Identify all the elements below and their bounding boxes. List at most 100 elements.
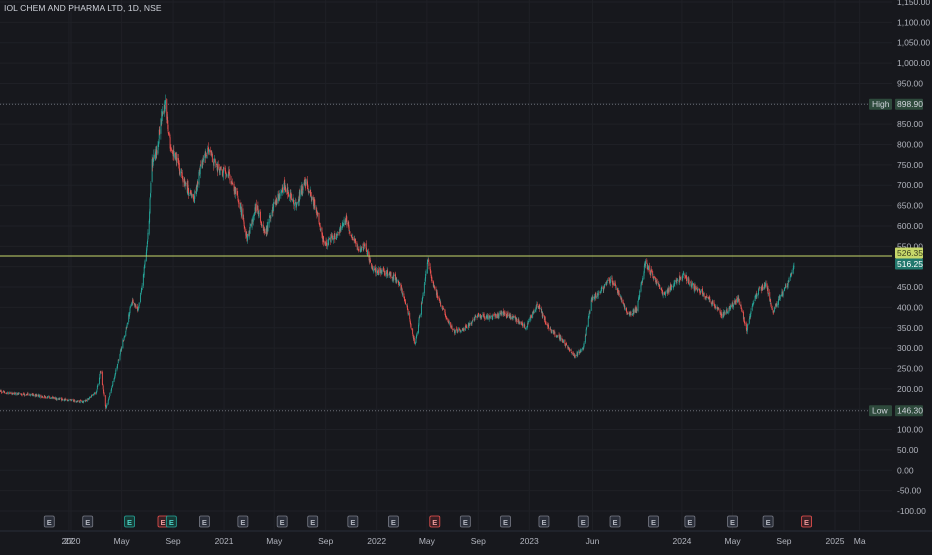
candle-body-205 — [102, 372, 103, 385]
candle-body-210 — [105, 395, 106, 405]
candle-body-809 — [455, 329, 456, 332]
candle-body-304 — [159, 129, 160, 134]
candle-body-264 — [136, 307, 137, 308]
candle-body-1154 — [657, 282, 658, 283]
earnings-marker-label-18: E — [687, 518, 692, 527]
earnings-marker-label-20: E — [766, 518, 771, 527]
candle-body-1159 — [660, 288, 661, 289]
candle-body-1194 — [680, 277, 681, 278]
candle-body-1349 — [771, 307, 772, 308]
price-tick-label-6: 850.00 — [897, 119, 923, 129]
candle-body-906 — [512, 317, 513, 319]
candle-body-1350 — [772, 308, 773, 309]
candle-body-619 — [344, 219, 345, 224]
candle-body-806 — [454, 328, 455, 329]
candle-body-404 — [218, 164, 219, 169]
candle-body-359 — [191, 194, 192, 197]
candle-body-479 — [262, 225, 263, 226]
candle-body-754 — [423, 293, 424, 296]
candle-body-1387 — [794, 266, 795, 267]
candle-body-1059 — [601, 287, 602, 289]
candle-body-509 — [279, 195, 280, 199]
candle-body-1374 — [786, 286, 787, 287]
earnings-marker-label-6: E — [240, 518, 245, 527]
candle-body-1379 — [789, 278, 790, 282]
candle-body-269 — [139, 303, 140, 306]
candle-body-1187 — [676, 280, 677, 283]
candle-body-1037 — [589, 313, 590, 317]
candle-body-1145 — [652, 271, 653, 275]
candle-body-628 — [349, 230, 350, 231]
candle-body-1099 — [625, 308, 626, 310]
grid — [0, 0, 892, 530]
candle-body-164 — [77, 401, 78, 402]
candle-body-829 — [467, 328, 468, 329]
candle-body-544 — [300, 190, 301, 196]
earnings-marker-label-16: E — [613, 518, 618, 527]
candle-body-1134 — [645, 261, 646, 266]
candle-body-778 — [437, 293, 438, 296]
symbol-title: IOL CHEM AND PHARMA LTD, 1D, NSE — [4, 3, 162, 13]
candle-body-437 — [237, 196, 238, 198]
candle-body-864 — [487, 315, 488, 318]
candle-body-1214 — [692, 282, 693, 285]
candle-body-1024 — [581, 349, 582, 352]
candle-body-1384 — [791, 273, 792, 274]
candle-body-219 — [109, 393, 110, 396]
candle-body-1319 — [753, 302, 754, 303]
candles — [0, 95, 794, 410]
candle-body-949 — [537, 304, 538, 305]
candle-body-1114 — [633, 310, 634, 315]
candle-body-329 — [174, 154, 175, 158]
candle-body-409 — [221, 167, 222, 171]
candle-body-244 — [124, 336, 125, 337]
candle-body-174 — [83, 401, 84, 403]
candle-body-534 — [294, 203, 295, 206]
time-tick-label-7: 2022 — [367, 536, 386, 546]
candle-body-580 — [321, 228, 322, 235]
candle-body-774 — [434, 286, 435, 289]
candle-body-559 — [308, 191, 309, 193]
candle-body-1230 — [702, 288, 703, 294]
candle-body-424 — [229, 175, 230, 181]
candle-body-1109 — [630, 312, 631, 315]
candle-body-634 — [352, 237, 353, 240]
candle-body-609 — [338, 232, 339, 233]
candle-body-1074 — [610, 279, 611, 283]
candle-body-644 — [358, 249, 359, 250]
candle-body-218 — [109, 396, 110, 397]
candle-body-484 — [265, 232, 266, 234]
candle-body-999 — [566, 343, 567, 345]
candle-body-884 — [499, 313, 500, 316]
candle-body-1004 — [569, 348, 570, 351]
candle-body-524 — [288, 192, 289, 197]
candle-body-746 — [418, 320, 419, 326]
candle-body-149 — [68, 399, 69, 400]
candle-body-314 — [165, 100, 166, 104]
candle-body-1314 — [750, 311, 751, 314]
candle-body-35 — [2, 393, 3, 394]
earnings-marker-label-19: E — [730, 518, 735, 527]
candle-body-759 — [426, 273, 427, 274]
candle-body-834 — [469, 323, 470, 326]
candle-body-475 — [260, 212, 261, 222]
candle-body-207 — [103, 386, 104, 389]
earnings-marker-label-11: E — [432, 518, 437, 527]
candle-body-342 — [182, 172, 183, 176]
earnings-marker-label-15: E — [581, 518, 586, 527]
candle-body-1006 — [571, 350, 572, 352]
horizontal-lines — [0, 104, 892, 410]
candle-body-773 — [434, 285, 435, 286]
candle-body-779 — [437, 297, 438, 298]
candle-body-279 — [145, 261, 146, 265]
candle-body-939 — [531, 315, 532, 317]
candle-body-1310 — [749, 319, 750, 324]
candle-body-240 — [122, 340, 123, 348]
candle-body-1334 — [762, 285, 763, 289]
candle-body-494 — [270, 217, 271, 219]
candle-body-1354 — [774, 307, 775, 311]
